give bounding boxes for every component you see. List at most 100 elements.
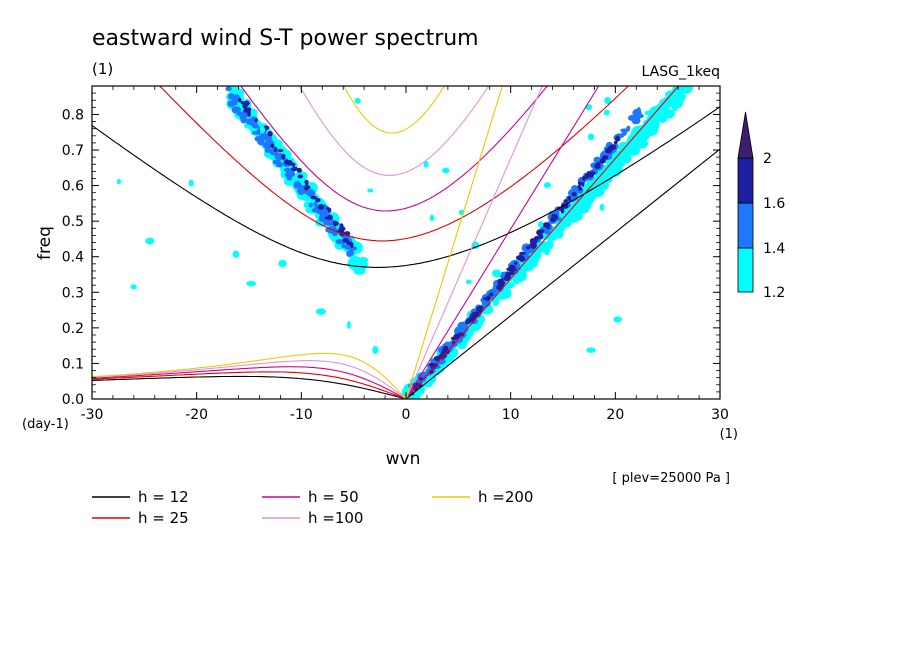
power-cell <box>661 110 675 118</box>
power-cell <box>514 261 518 266</box>
y-axis: 0.0 0.1 0.2 0.3 0.4 0.5 0.6 0.7 0.8 <box>62 92 720 408</box>
legend-label: h = 50 <box>308 488 359 506</box>
power-cell <box>277 152 283 161</box>
power-cell <box>440 350 445 357</box>
curve-er-200 <box>92 352 407 399</box>
power-cell <box>626 125 631 132</box>
power-cell <box>599 203 605 211</box>
power-cell <box>580 195 595 203</box>
power-cell <box>465 279 472 285</box>
power-cell <box>317 203 325 210</box>
power-cell <box>443 345 449 351</box>
power-cell <box>315 198 321 203</box>
plev-annotation: [ plev=25000 Pa ] <box>612 471 730 486</box>
colorbar-swatch <box>737 157 754 204</box>
y-tick-label: 0.4 <box>62 250 84 266</box>
power-cell <box>346 250 353 258</box>
power-cell <box>529 238 535 244</box>
curve-ig-25 <box>158 86 630 242</box>
power-cell <box>470 323 480 332</box>
power-cell <box>232 250 240 258</box>
power-cell <box>317 208 325 214</box>
colorbar-extend-arrow <box>737 111 754 159</box>
power-cell <box>604 97 611 105</box>
curve-er-50 <box>92 366 407 399</box>
power-cell <box>613 316 622 323</box>
power-cell <box>649 124 658 134</box>
colorbar-label: 1.2 <box>763 285 785 301</box>
power-cell <box>489 292 494 297</box>
power-cell <box>247 111 251 117</box>
y-tick-label: 0.5 <box>62 214 84 230</box>
power-cell <box>482 300 491 308</box>
power-cell <box>492 269 502 278</box>
power-cell <box>304 179 309 185</box>
x-axis-label: wvn <box>386 449 421 469</box>
power-cell <box>418 377 424 381</box>
power-cell <box>293 180 302 189</box>
curve-ig-12 <box>92 106 720 268</box>
power-cell <box>281 153 286 160</box>
power-cell <box>338 226 346 231</box>
power-cell <box>354 97 361 104</box>
x-axis: -30 -20 -10 0 10 20 30 <box>81 86 729 423</box>
power-cell <box>346 321 351 329</box>
power-cell <box>355 256 363 267</box>
power-cell <box>567 195 572 201</box>
power-cell <box>264 146 271 153</box>
power-cell <box>259 126 266 134</box>
power-cell <box>496 292 508 300</box>
power-cell <box>474 312 480 318</box>
power-cell <box>671 100 679 112</box>
power-cell <box>290 166 298 172</box>
power-cell <box>505 282 515 289</box>
power-cell <box>246 281 257 287</box>
power-shading <box>116 86 694 399</box>
power-cell <box>640 125 648 135</box>
power-cell <box>577 184 582 190</box>
power-cell <box>533 236 540 241</box>
power-cell <box>116 178 122 185</box>
power-cell <box>297 189 305 195</box>
power-cell <box>613 140 618 145</box>
power-cell <box>496 284 503 291</box>
power-cell <box>430 364 435 370</box>
power-cell <box>539 230 543 236</box>
power-cell <box>581 182 585 187</box>
curve-ig-100 <box>298 86 490 176</box>
y-tick-label: 0.1 <box>62 356 84 372</box>
power-cell <box>326 207 330 211</box>
power-cell <box>560 207 565 214</box>
power-cell <box>586 174 593 178</box>
power-cell <box>631 116 640 125</box>
power-cell <box>267 130 273 137</box>
power-cell <box>327 214 333 220</box>
power-cell <box>540 241 549 251</box>
chart-title: eastward wind S-T power spectrum <box>92 26 479 51</box>
y-tick-label: 0.8 <box>62 107 84 123</box>
curve-er-25 <box>92 371 407 399</box>
colorbar: 1.2 1.4 1.6 2 <box>737 111 785 301</box>
y-tick-label: 0.3 <box>62 285 84 301</box>
x-tick-label: -30 <box>81 407 104 423</box>
chart-subtitle-left: (1) <box>92 60 113 78</box>
power-cell <box>297 174 304 179</box>
power-cell <box>450 336 458 341</box>
curve-ig-50 <box>240 86 549 212</box>
colorbar-swatch <box>737 202 754 249</box>
y-tick-label: 0.7 <box>62 143 84 159</box>
y-tick-label: 0.2 <box>62 321 84 337</box>
power-cell <box>308 202 314 208</box>
power-cell <box>609 144 616 151</box>
power-cell <box>526 245 531 250</box>
colorbar-label: 1.6 <box>763 196 785 212</box>
power-cell <box>188 179 194 187</box>
power-cell <box>225 86 232 92</box>
chart-subtitle-right: LASG_1keq <box>642 64 720 80</box>
power-cell <box>571 203 578 213</box>
power-cell <box>538 234 544 240</box>
power-cell <box>636 107 641 114</box>
curve-kelvin-100 <box>405 86 543 399</box>
power-cell <box>509 268 516 273</box>
power-cell <box>483 297 489 301</box>
